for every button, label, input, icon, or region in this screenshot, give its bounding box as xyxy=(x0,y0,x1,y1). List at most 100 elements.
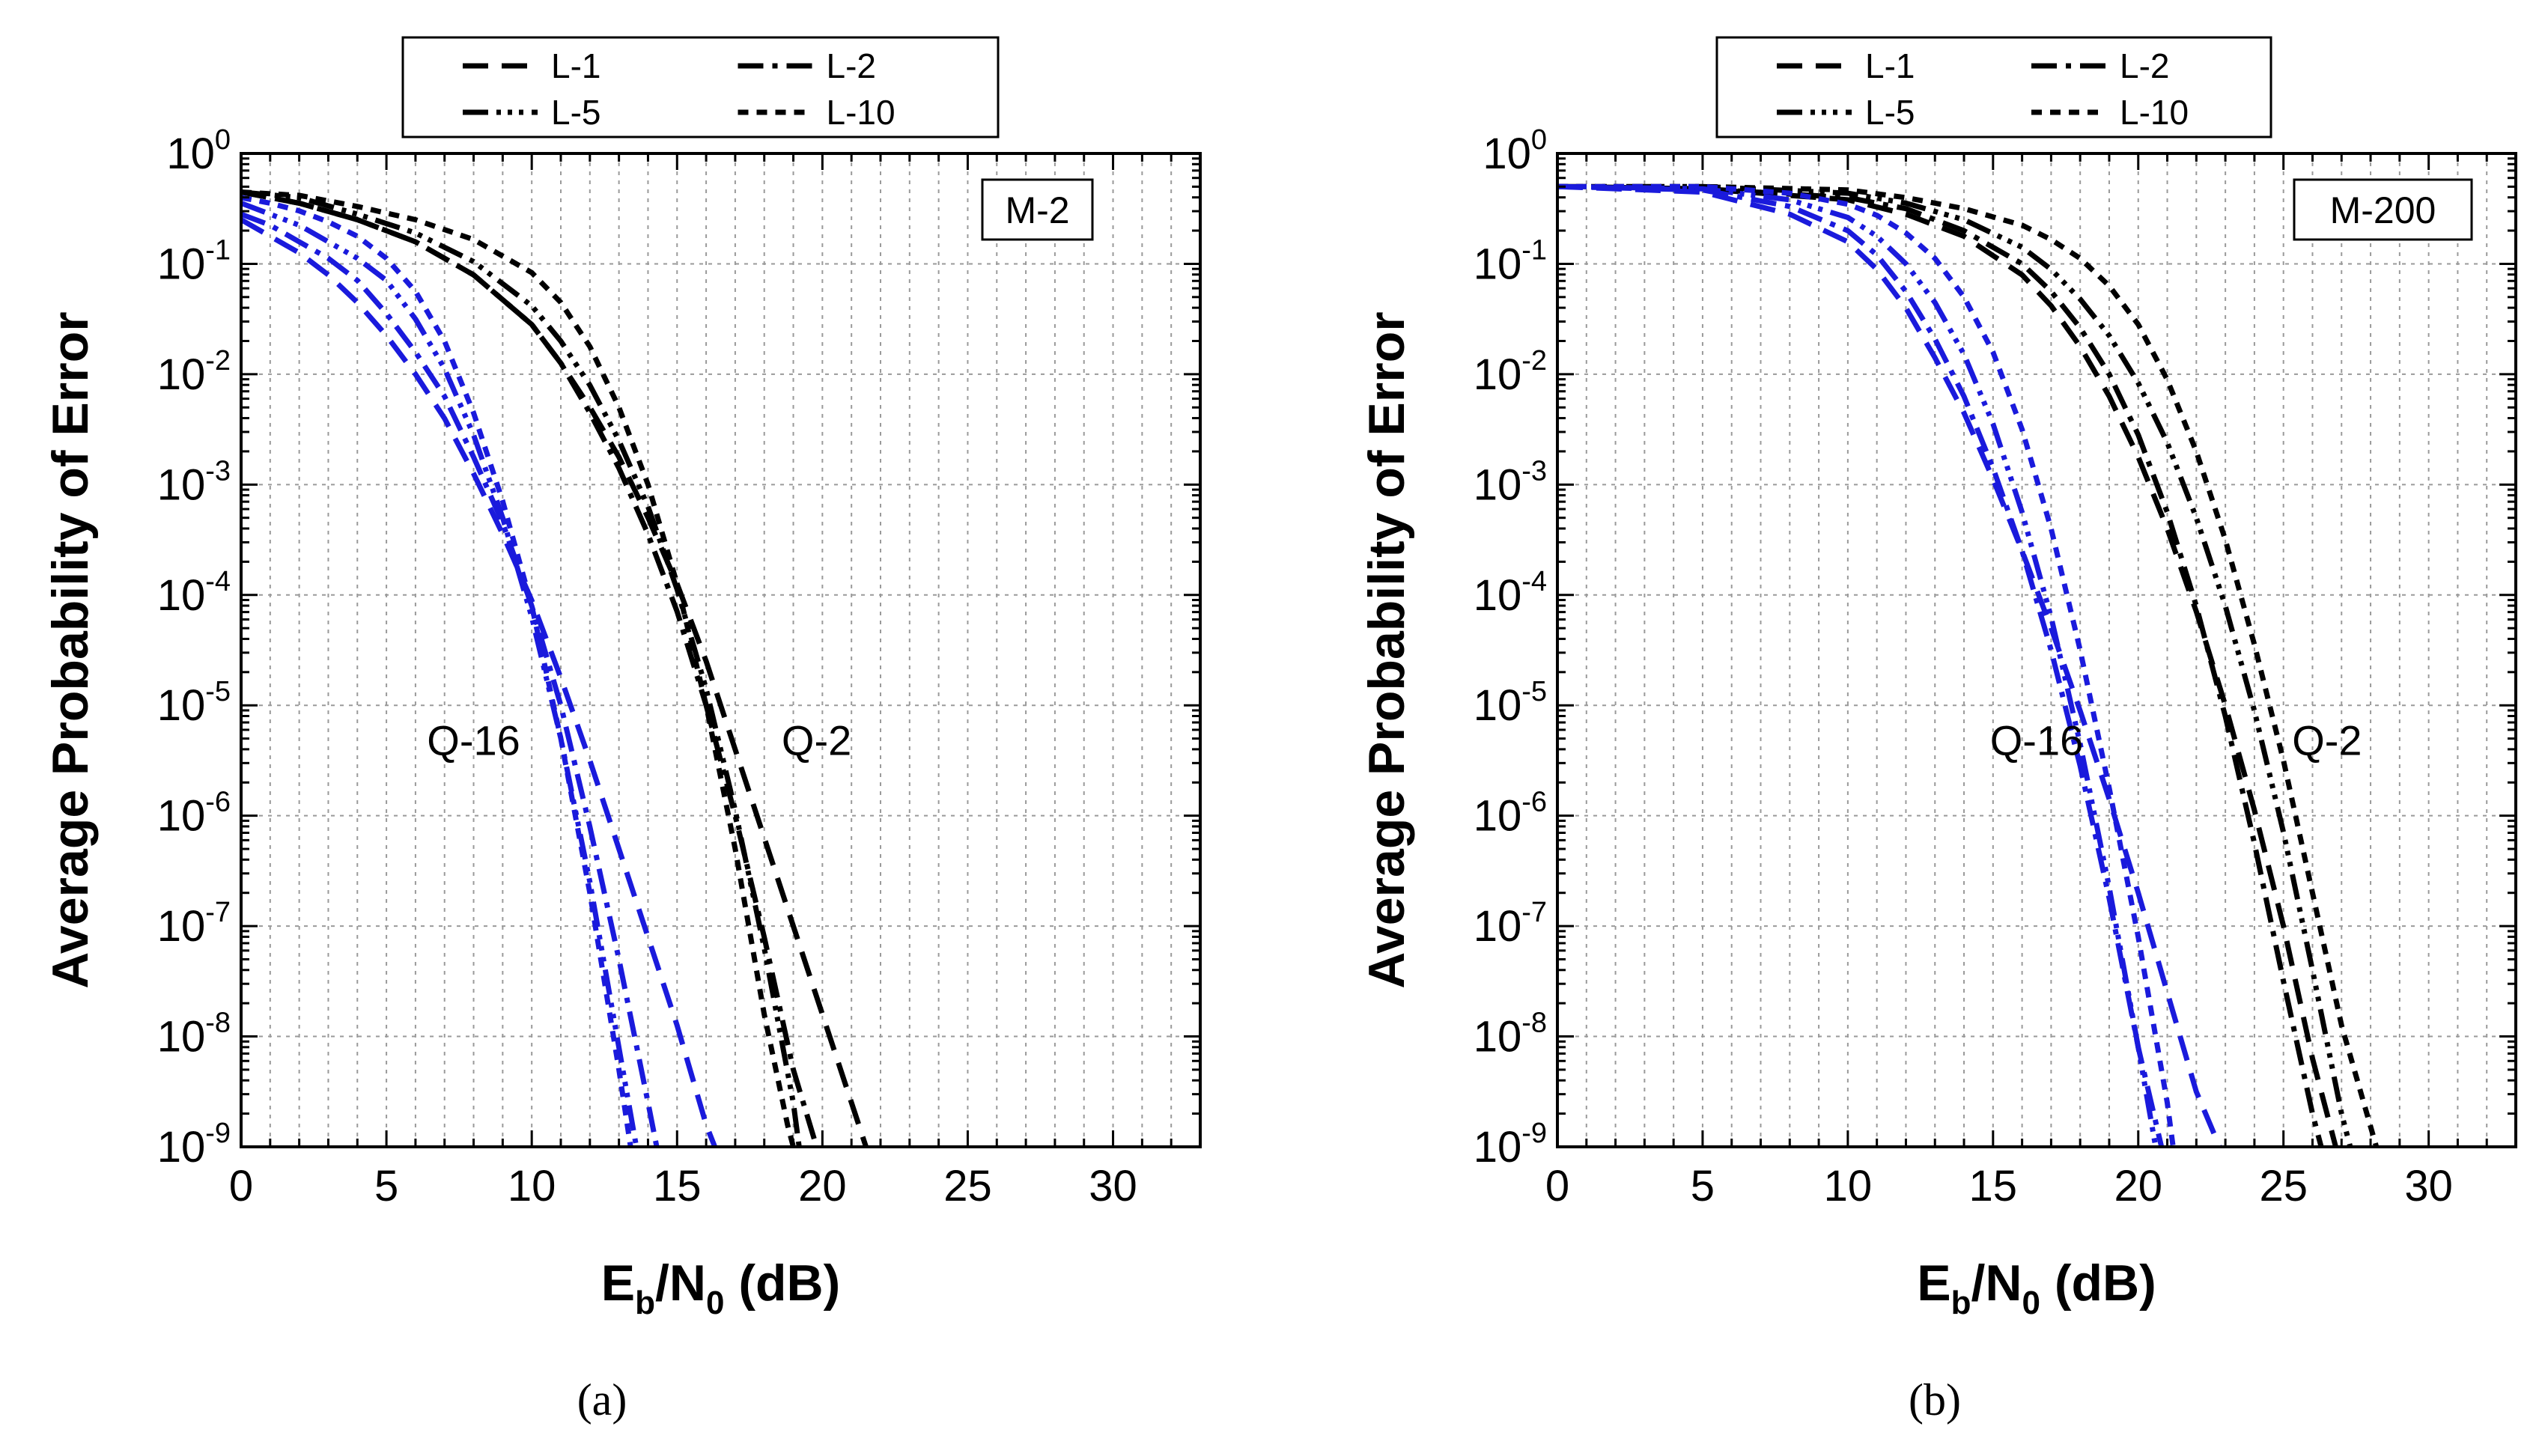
y-tick-exp: -9 xyxy=(205,1118,231,1149)
panel-tag: M-2 xyxy=(1005,189,1069,231)
x-tick-label: 20 xyxy=(2114,1162,2162,1210)
y-tick-label: 10-6 xyxy=(1474,787,1547,841)
series-group xyxy=(1557,183,2380,1148)
legend-label: L-5 xyxy=(1865,93,1915,132)
y-tick-label: 10-3 xyxy=(157,455,231,509)
y-tick-base: 10 xyxy=(157,681,206,730)
series-line-q-16-l-5 xyxy=(1557,183,2159,1148)
y-tick-exp: -4 xyxy=(1521,566,1547,597)
y-tick-exp: -2 xyxy=(1521,345,1547,377)
x-tick-label: 30 xyxy=(1089,1162,1137,1210)
y-tick-exp: -5 xyxy=(1521,676,1547,707)
series-line-q-2-l-10 xyxy=(1557,183,2380,1148)
y-tick-label: 10-3 xyxy=(1474,455,1547,509)
x-tick-label: 15 xyxy=(653,1162,702,1210)
y-tick-exp: -1 xyxy=(205,234,231,266)
y-tick-base: 10 xyxy=(157,902,206,951)
y-tick-base: 10 xyxy=(157,1123,206,1172)
annotation-q-16: Q-16 xyxy=(427,717,520,764)
y-tick-exp: 0 xyxy=(1531,124,1547,156)
x-tick-label: 25 xyxy=(2259,1162,2308,1210)
y-tick-exp: 0 xyxy=(215,124,231,156)
legend: L-1 L-2 L-5 L-10 xyxy=(401,36,1000,138)
series-line-q-16-l-10 xyxy=(240,195,633,1148)
x-axis-title-main: E xyxy=(1917,1255,1950,1312)
series-line-q-2-l-2 xyxy=(240,189,819,1148)
legend-label: L-10 xyxy=(827,93,896,132)
ticks xyxy=(240,152,1202,1148)
x-tick-label: 5 xyxy=(374,1162,398,1210)
series-line-q-2-l-1 xyxy=(1557,183,2338,1148)
series-line-q-16-l-5 xyxy=(240,201,639,1148)
y-tick-base: 10 xyxy=(1474,571,1522,620)
series-line-q-2-l-5 xyxy=(240,189,802,1148)
grid xyxy=(241,153,1200,1147)
y-tick-base: 10 xyxy=(1474,1123,1522,1172)
y-tick-base: 10 xyxy=(1474,460,1522,509)
series-line-q-16-l-1 xyxy=(240,217,717,1148)
legend-box xyxy=(401,36,1000,138)
plot-frame xyxy=(240,152,1202,1148)
y-tick-exp: -6 xyxy=(205,787,231,818)
series-group xyxy=(240,189,869,1148)
x-tick-label: 10 xyxy=(1824,1162,1873,1210)
y-tick-label: 10-2 xyxy=(157,345,231,399)
x-tick-label: 30 xyxy=(2404,1162,2453,1210)
x-axis-title-tail: (dB) xyxy=(2040,1255,2156,1312)
legend: L-1 L-2 L-5 L-10 xyxy=(1715,36,2272,138)
y-tick-label: 10-8 xyxy=(1474,1008,1547,1061)
legend-box xyxy=(1715,36,2272,138)
y-tick-exp: -5 xyxy=(205,676,231,707)
x-axis-title: Eb/N0 (dB) xyxy=(601,1255,841,1321)
y-tick-label: 10-7 xyxy=(157,897,231,951)
plot-frame xyxy=(1556,152,2517,1148)
x-axis-title-main: E xyxy=(601,1255,635,1312)
y-tick-exp: -4 xyxy=(205,566,231,597)
y-tick-exp: -3 xyxy=(1521,455,1547,487)
y-tick-label: 10-9 xyxy=(157,1118,231,1172)
legend-label: L-1 xyxy=(1865,46,1915,85)
x-tick-label: 5 xyxy=(1691,1162,1715,1210)
panel-b: 0 5 10 15 20 25 3010010-110-210-310-410-510-61… xyxy=(1358,36,2517,1425)
y-tick-label: 10-1 xyxy=(1474,234,1547,288)
y-tick-label: 10-5 xyxy=(1474,676,1547,730)
y-tick-label: 10-4 xyxy=(1474,566,1547,620)
series-line-q-2-l-5 xyxy=(1557,183,2353,1148)
legend-label: L-1 xyxy=(551,46,600,85)
panel-caption: (a) xyxy=(577,1375,627,1425)
annotation-q-2: Q-2 xyxy=(2292,717,2362,764)
y-tick-base: 10 xyxy=(157,1013,206,1061)
legend-label: L-2 xyxy=(827,46,876,85)
y-tick-label: 10-7 xyxy=(1474,897,1547,951)
y-tick-base: 10 xyxy=(157,792,206,841)
annotation-q-2: Q-2 xyxy=(782,717,851,764)
y-tick-base: 10 xyxy=(1474,902,1522,951)
x-axis-title-mid: /N xyxy=(1971,1255,2022,1312)
y-tick-exp: -2 xyxy=(205,345,231,377)
ticks xyxy=(1556,152,2517,1148)
annotation-q-16: Q-16 xyxy=(1990,717,2084,764)
y-tick-base: 10 xyxy=(157,571,206,620)
x-axis-title-tail: (dB) xyxy=(724,1255,840,1312)
y-tick-base: 10 xyxy=(1474,792,1522,841)
legend-label: L-2 xyxy=(2120,46,2169,85)
panel-tag: M-200 xyxy=(2330,189,2436,231)
y-tick-base: 10 xyxy=(1474,350,1522,399)
y-tick-exp: -1 xyxy=(1521,234,1547,266)
x-tick-label: 0 xyxy=(1545,1162,1569,1210)
panel-tag-box xyxy=(2293,178,2473,241)
y-tick-exp: -8 xyxy=(1521,1008,1547,1039)
x-tick-label: 10 xyxy=(508,1162,556,1210)
series-line-q-16-l-1 xyxy=(1557,183,2222,1148)
series-line-q-2-l-10 xyxy=(240,189,796,1148)
grid xyxy=(1557,153,2516,1147)
y-tick-exp: -7 xyxy=(1521,897,1547,928)
y-tick-base: 10 xyxy=(1474,681,1522,730)
y-tick-exp: -3 xyxy=(205,455,231,487)
y-tick-exp: -6 xyxy=(1521,787,1547,818)
y-axis-title: Average Probability of Error xyxy=(42,311,99,988)
y-tick-label: 10-4 xyxy=(157,566,231,620)
x-tick-label: 20 xyxy=(798,1162,847,1210)
x-tick-label: 0 xyxy=(229,1162,253,1210)
